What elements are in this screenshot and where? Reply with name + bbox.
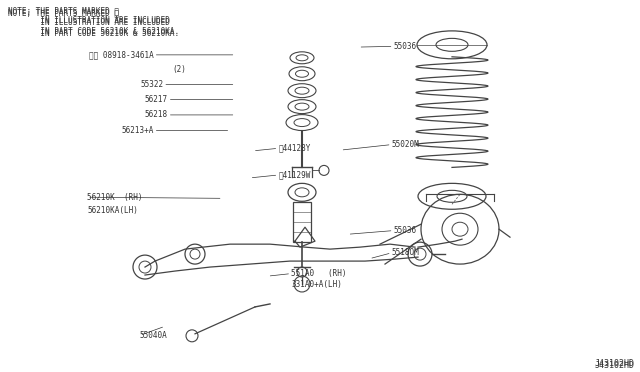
- Text: 56217: 56217: [145, 95, 168, 104]
- Text: 55322: 55322: [140, 80, 163, 89]
- Text: 56210KA(LH): 56210KA(LH): [87, 206, 138, 215]
- Text: ⦿44128Y: ⦿44128Y: [278, 144, 311, 153]
- Text: 551A0   (RH): 551A0 (RH): [291, 269, 347, 278]
- Text: 55040A: 55040A: [140, 331, 167, 340]
- Bar: [293, 202, 311, 242]
- Text: 56210K  (RH): 56210K (RH): [87, 193, 143, 202]
- Text: 55036: 55036: [394, 226, 417, 235]
- Text: 55020M: 55020M: [392, 140, 419, 149]
- Text: 55036: 55036: [394, 42, 417, 51]
- Text: J43102HD: J43102HD: [595, 361, 635, 370]
- Text: ⦿41129W: ⦿41129W: [278, 170, 311, 179]
- Text: NOTE; THE PARTS MARKED ⦿
       IN ILLUSTRATION ARE INCLUDED
       IN PART CODE: NOTE; THE PARTS MARKED ⦿ IN ILLUSTRATION…: [8, 8, 179, 38]
- Text: 5518OM: 5518OM: [392, 248, 419, 257]
- Text: 331A0+A(LH): 331A0+A(LH): [291, 280, 342, 289]
- Text: 56213+A: 56213+A: [121, 126, 154, 135]
- Text: 56218: 56218: [145, 110, 168, 119]
- Text: NOTE; THE PARTS MARKED ⦿
       IN ILLUSTRATION ARE INCLUDED
       IN PART CODE: NOTE; THE PARTS MARKED ⦿ IN ILLUSTRATION…: [8, 6, 179, 36]
- Text: ⦿Ⓝ 08918-3461A: ⦿Ⓝ 08918-3461A: [89, 50, 154, 60]
- Text: J43102HD: J43102HD: [595, 359, 635, 368]
- Text: (2): (2): [173, 65, 187, 74]
